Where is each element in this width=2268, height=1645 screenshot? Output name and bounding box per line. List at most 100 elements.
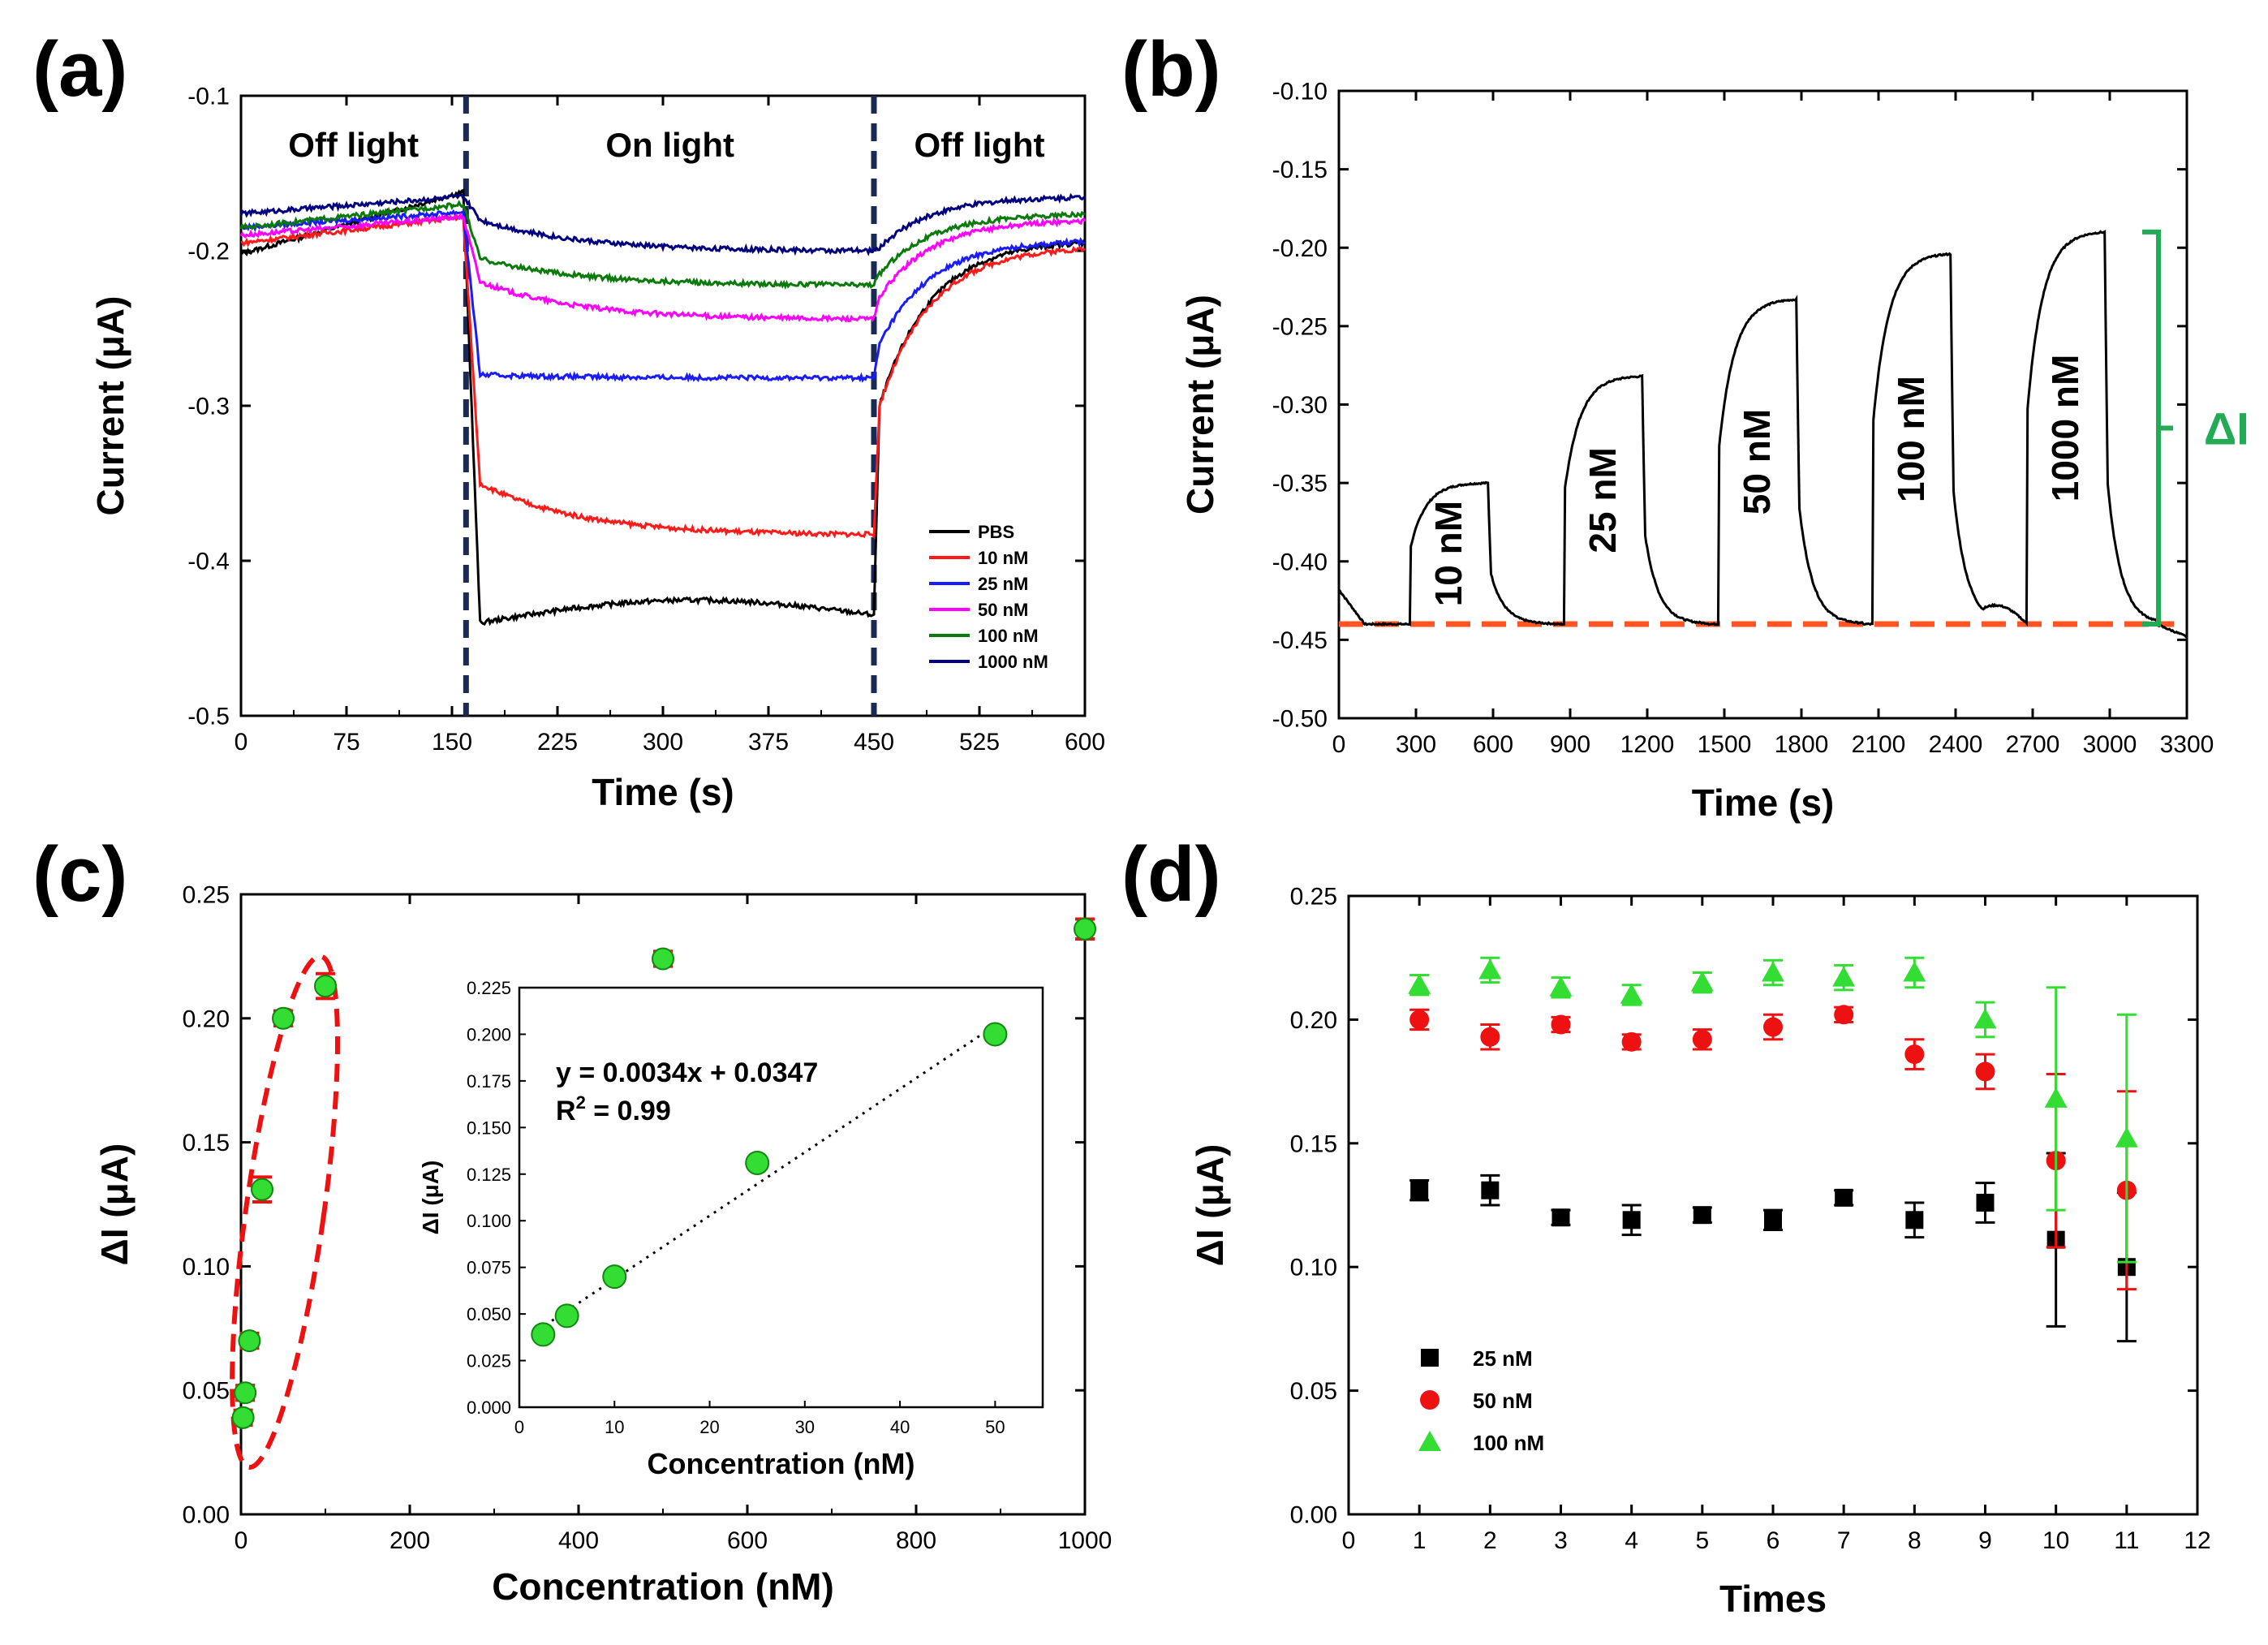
- y-tick-label: 0.20: [183, 1006, 230, 1032]
- data-point: [652, 947, 674, 971]
- series-line-1000nm: [239, 192, 1086, 256]
- inset-y-tick-label: 0.000: [467, 1397, 511, 1418]
- legend-label: 10 nM: [978, 548, 1028, 568]
- x-tick-label: 225: [537, 729, 578, 756]
- series-line-50nm: [239, 212, 1087, 324]
- data-point-25nm: [1693, 1206, 1711, 1225]
- data-point-25nm: [1481, 1181, 1500, 1199]
- x-tick-label: 2: [1483, 1527, 1497, 1554]
- data-point-50nm: [1551, 1014, 1571, 1035]
- legend-label: 50 nM: [978, 600, 1028, 620]
- data-point: [314, 975, 337, 998]
- inset: 0 10 20 30 40 50 0.000 0.025 0.050 0.075 0.100 0.12…: [418, 978, 1044, 1480]
- y-tick-label: 0.10: [1290, 1255, 1337, 1281]
- r-squared-sup: 2: [576, 1092, 586, 1113]
- data-point-25nm: [1764, 1211, 1782, 1229]
- inset-x-tick-label: 10: [605, 1417, 624, 1437]
- y-tick-label: 0.15: [1290, 1130, 1337, 1157]
- series-line-10nm: [240, 213, 1086, 540]
- region-label: On light: [605, 126, 734, 164]
- y-tick-label: -0.25: [1272, 313, 1328, 340]
- data-point-25nm: [1835, 1188, 1853, 1207]
- fit-equation: y = 0.0034x + 0.0347: [556, 1057, 818, 1088]
- x-tick-label: 6: [1767, 1527, 1780, 1554]
- x-tick-label: 0: [1342, 1527, 1356, 1554]
- inset-y-tick-label: 0.075: [467, 1258, 511, 1278]
- x-tick-label: 600: [727, 1527, 768, 1554]
- data-point: [238, 1329, 261, 1353]
- y-tick-label: 0.20: [1290, 1007, 1337, 1034]
- data-point: [231, 1406, 255, 1429]
- data-point-50nm: [1975, 1061, 1995, 1082]
- inset-y-tick-label: 0.025: [467, 1351, 511, 1372]
- legend-swatch: [1420, 1390, 1440, 1410]
- data-point-25nm: [1622, 1211, 1641, 1229]
- panel-c: 0 200 400 600 800 10000.000.050.100.150.200.2…: [93, 882, 1112, 1608]
- x-tick-label: 0: [1332, 731, 1346, 758]
- data-point-50nm: [1692, 1029, 1712, 1049]
- x-tick-label: 3300: [2160, 731, 2214, 758]
- x-tick-label: 200: [389, 1527, 430, 1554]
- x-tick-label: 0: [235, 729, 248, 756]
- panel-a: 0 75 150 225 300 375 450 525 600 -0.5 -0.4 -0.3 -0.2…: [89, 84, 1105, 814]
- y-tick-label: -0.5: [187, 704, 230, 730]
- inset-y-tick-label: 0.150: [467, 1117, 511, 1138]
- y-tick-label: 0.05: [183, 1378, 230, 1405]
- panel-b: 0 300 600 900 1200 1500 1800 2100 2400 2700 3000 33…: [1179, 79, 2214, 825]
- x-axis-label: Time (s): [592, 771, 734, 813]
- data-point-25nm: [1905, 1211, 1924, 1229]
- y-tick-label: -0.4: [187, 549, 230, 575]
- r-squared-value: = 0.99: [586, 1096, 671, 1126]
- data-point-100nm: [1903, 961, 1926, 982]
- r-squared: R2 = 0.99: [556, 1092, 671, 1126]
- inset-x-tick-label: 30: [795, 1417, 815, 1437]
- legend-label: PBS: [978, 522, 1014, 542]
- delta-label: ΔI: [2204, 403, 2249, 454]
- region-label: Off light: [288, 126, 419, 164]
- current-trace: [1337, 230, 2187, 638]
- x-tick-label: 800: [896, 1527, 936, 1554]
- x-tick-label: 150: [432, 729, 472, 756]
- pulse-label: 25 nM: [1582, 447, 1624, 553]
- x-tick-label: 12: [2184, 1527, 2210, 1554]
- r-squared-r: R: [556, 1096, 576, 1126]
- x-tick-label: 300: [643, 729, 683, 756]
- data-point-100nm: [1762, 961, 1784, 982]
- x-tick-label: 2700: [2006, 731, 2060, 758]
- data-point-50nm: [1904, 1044, 1925, 1065]
- x-tick-label: 450: [854, 729, 894, 756]
- legend-label: 50 nM: [1473, 1389, 1533, 1413]
- data-point-100nm: [1549, 975, 1573, 997]
- region-label: Off light: [915, 126, 1045, 164]
- data-point: [251, 1178, 273, 1201]
- legend-swatch: [1418, 1431, 1441, 1451]
- delta-bracket: [2142, 229, 2173, 627]
- y-tick-label: 0.25: [1290, 884, 1337, 911]
- x-tick-label: 0: [235, 1527, 248, 1554]
- inset-data-point: [983, 1022, 1008, 1047]
- data-point-50nm: [1763, 1017, 1783, 1037]
- x-tick-label: 600: [1065, 729, 1105, 756]
- x-tick-label: 10: [2042, 1527, 2069, 1554]
- y-axis-label: ΔI (μA): [93, 1143, 136, 1266]
- pulse-label: 50 nM: [1736, 409, 1778, 515]
- data-point-100nm: [1478, 958, 1502, 980]
- y-tick-label: -0.1: [187, 84, 230, 110]
- y-tick-label: 0.05: [1290, 1378, 1337, 1405]
- x-tick-label: 3: [1554, 1527, 1568, 1554]
- inset-x-tick-label: 0: [514, 1417, 524, 1437]
- data-point: [1074, 917, 1096, 941]
- y-tick-label: 0.00: [183, 1502, 230, 1529]
- x-tick-label: 2100: [1852, 731, 1906, 758]
- y-tick-label: -0.20: [1272, 235, 1328, 262]
- x-tick-label: 2400: [1929, 731, 1983, 758]
- x-axis-label: Time (s): [1692, 782, 1835, 824]
- x-tick-label: 1: [1413, 1527, 1427, 1554]
- pulse-label: 1000 nM: [2044, 355, 2086, 502]
- data-point-100nm: [1973, 1008, 1997, 1029]
- x-tick-label: 1800: [1775, 731, 1829, 758]
- legend-label: 1000 nM: [978, 652, 1048, 672]
- x-tick-label: 4: [1625, 1527, 1638, 1554]
- plot-frame: [239, 94, 1087, 717]
